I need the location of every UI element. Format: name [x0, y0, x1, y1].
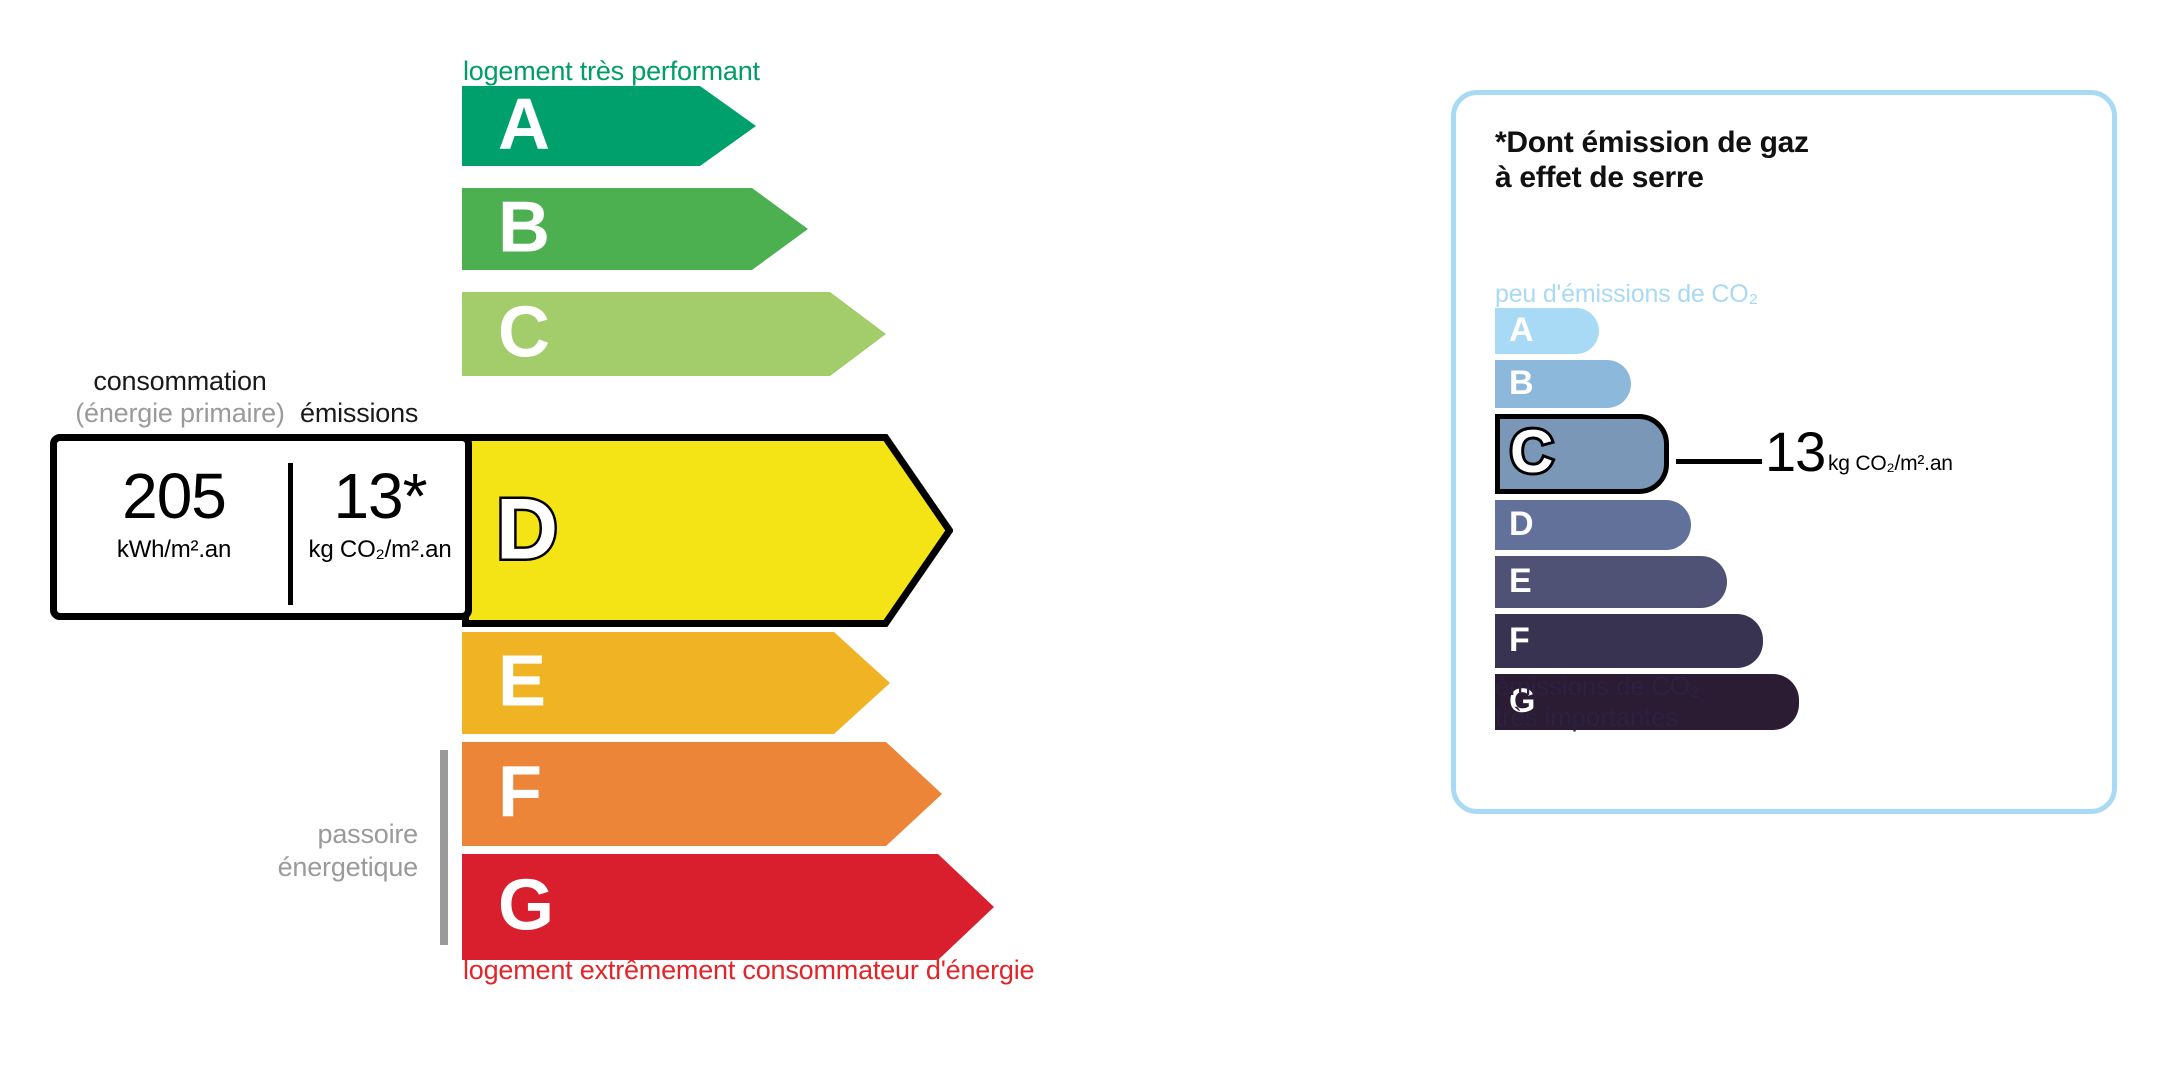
energy-arrow-g: [462, 854, 994, 960]
energy-arrow-f: [462, 742, 942, 846]
ges-letter-b: B: [1509, 363, 1534, 402]
emission-value: 13*: [333, 460, 427, 532]
ges-bar-e: E: [1495, 556, 1727, 608]
energy-row-d: D: [462, 434, 953, 627]
energy-row-g: G: [462, 854, 994, 960]
passoire-label-line2: énergetique: [277, 851, 419, 882]
passoire-marker-bar: [440, 750, 448, 945]
ges-bottom-caption: émissions de CO₂ très importantes: [1495, 671, 1700, 733]
ges-panel: *Dont émission de gaz à effet de serre p…: [1451, 90, 2117, 814]
ges-bar-b: B: [1495, 360, 1631, 408]
energy-row-c: C: [462, 292, 886, 376]
ges-row-e: E: [1495, 556, 1727, 608]
emission-unit: kg CO₂/m².an: [308, 536, 452, 564]
ges-bottom-caption-line2: très importantes: [1495, 702, 1679, 733]
ges-callout-value: 13: [1765, 420, 1826, 483]
ges-title-line2: à effet de serre: [1495, 161, 1704, 195]
ges-bar-f: F: [1495, 614, 1763, 668]
ges-row-a: A: [1495, 308, 1599, 354]
ges-row-c: C: [1495, 414, 1669, 494]
value-box-divider: [288, 463, 293, 605]
energy-letter-e: E: [498, 641, 547, 722]
ges-letter-c: C: [1507, 418, 1556, 486]
energy-arrow-e: [462, 632, 890, 734]
energy-letter-b: B: [498, 187, 550, 268]
energy-arrow-c: [462, 292, 886, 376]
consumption-cell: 205 kWh/m².an: [63, 460, 285, 564]
energy-letter-g: G: [498, 865, 555, 946]
ges-row-b: B: [1495, 360, 1631, 408]
energy-letter-f: F: [498, 752, 542, 833]
energy-row-f: F: [462, 742, 942, 846]
ges-letter-g: G: [1509, 681, 1536, 720]
ges-bar-c: C: [1495, 414, 1669, 494]
ges-bar-d: D: [1495, 500, 1691, 550]
energy-letter-d: D: [493, 480, 560, 577]
energy-letter-a: A: [498, 84, 550, 165]
ges-title: *Dont émission de gaz à effet de serre: [1495, 125, 1809, 195]
energy-arrow-a: [462, 86, 756, 166]
ges-callout-unit: kg CO₂/m².an: [1828, 452, 1953, 475]
label-energie-primaire: (énergie primaire): [75, 398, 285, 428]
ges-letter-a: A: [1509, 310, 1534, 349]
passoire-label: passoire énergetique: [190, 818, 419, 884]
ges-callout-leader-line: [1676, 459, 1762, 464]
ges-letter-e: E: [1509, 561, 1532, 600]
consumption-value: 205: [122, 460, 227, 532]
ges-letter-d: D: [1509, 504, 1534, 543]
energy-arrow-b: [462, 188, 808, 270]
ges-title-line1: *Dont émission de gaz: [1495, 126, 1809, 159]
emission-cell: 13* kg CO₂/m².an: [297, 460, 463, 564]
ges-row-f: F: [1495, 614, 1763, 668]
energy-letter-c: C: [498, 292, 550, 373]
ges-bottom-caption-line1: émissions de CO₂: [1495, 671, 1700, 701]
passoire-label-line1: passoire: [317, 819, 419, 849]
label-emissions: émissions: [300, 398, 419, 428]
energy-top-caption: logement très performant: [463, 56, 760, 86]
ges-bar-g: G: [1495, 674, 1799, 730]
consumption-unit: kWh/m².an: [116, 536, 232, 564]
ges-letter-f: F: [1509, 620, 1530, 659]
ges-top-caption: peu d'émissions de CO₂: [1495, 280, 1758, 308]
ges-bar-a: A: [1495, 308, 1599, 354]
value-box: 205 kWh/m².an 13* kg CO₂/m².an: [50, 434, 472, 620]
energy-row-a: A: [462, 86, 756, 166]
energy-row-b: B: [462, 188, 808, 270]
ges-row-d: D: [1495, 500, 1691, 550]
ges-row-g: G: [1495, 674, 1799, 730]
energy-row-e: E: [462, 632, 890, 734]
label-consommation: consommation: [93, 366, 267, 396]
energy-bottom-caption: logement extrêmement consommateur d'éner…: [463, 955, 1035, 985]
